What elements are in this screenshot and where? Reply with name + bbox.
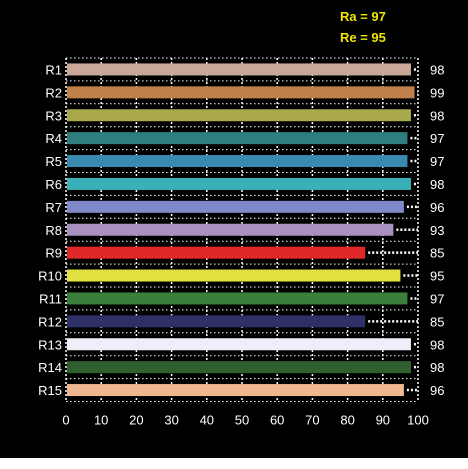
x-tick-label-20: 20	[129, 413, 143, 428]
bar-r3	[67, 109, 411, 122]
value-label-r8: 93	[430, 223, 444, 238]
ra-label: Ra = 97	[340, 9, 386, 24]
value-label-r2: 99	[430, 85, 444, 100]
x-tick-label-90: 90	[376, 413, 390, 428]
value-label-r10: 95	[430, 269, 444, 284]
x-tick-label-60: 60	[270, 413, 284, 428]
bar-r8	[67, 223, 394, 236]
category-label-r15: R15	[38, 383, 62, 398]
color-rendering-chart: R1 98 R2 99 R3 98 R4 97 R5 97 R6 98 R7 96 R8 93 R9 85 R10 9…	[38, 57, 444, 428]
value-label-r5: 97	[430, 154, 444, 169]
category-label-r7: R7	[45, 200, 62, 215]
category-label-r3: R3	[45, 108, 62, 123]
category-label-r14: R14	[38, 360, 62, 375]
category-label-r11: R11	[39, 291, 62, 306]
bar-r11	[67, 292, 408, 305]
category-label-r6: R6	[45, 177, 62, 192]
bar-r9	[67, 246, 366, 259]
bar-r12	[67, 315, 366, 328]
bar-r10	[67, 269, 401, 282]
re-label: Re = 95	[340, 30, 386, 45]
value-label-r13: 98	[430, 337, 444, 352]
x-tick-label-80: 80	[340, 413, 354, 428]
value-label-r3: 98	[430, 108, 444, 123]
bar-r2	[67, 86, 415, 99]
category-label-r1: R1	[45, 62, 62, 77]
value-label-r1: 98	[430, 62, 444, 77]
value-label-r7: 96	[430, 200, 444, 215]
category-label-r12: R12	[38, 314, 62, 329]
bar-r4	[67, 132, 408, 145]
x-tick-label-70: 70	[305, 413, 319, 428]
x-tick-label-0: 0	[62, 413, 69, 428]
value-label-r4: 97	[430, 131, 444, 146]
category-label-r10: R10	[38, 269, 62, 284]
x-tick-label-100: 100	[407, 413, 429, 428]
bar-r5	[67, 155, 408, 168]
x-tick-label-40: 40	[200, 413, 214, 428]
bar-r1	[67, 63, 411, 76]
bar-r6	[67, 177, 411, 190]
value-label-r9: 85	[430, 246, 444, 261]
value-label-r14: 98	[430, 360, 444, 375]
bar-r14	[67, 361, 411, 374]
bar-r15	[67, 384, 404, 397]
bar-r13	[67, 338, 411, 351]
x-tick-label-30: 30	[164, 413, 178, 428]
bar-r7	[67, 200, 404, 213]
category-label-r8: R8	[45, 223, 62, 238]
category-label-r2: R2	[45, 85, 62, 100]
x-tick-label-50: 50	[235, 413, 249, 428]
category-label-r9: R9	[45, 246, 62, 261]
x-tick-label-10: 10	[94, 413, 108, 428]
value-label-r6: 98	[430, 177, 444, 192]
value-label-r15: 96	[430, 383, 444, 398]
category-label-r13: R13	[38, 337, 62, 352]
category-label-r4: R4	[45, 131, 62, 146]
value-label-r12: 85	[430, 314, 444, 329]
value-label-r11: 97	[430, 291, 444, 306]
category-label-r5: R5	[45, 154, 62, 169]
